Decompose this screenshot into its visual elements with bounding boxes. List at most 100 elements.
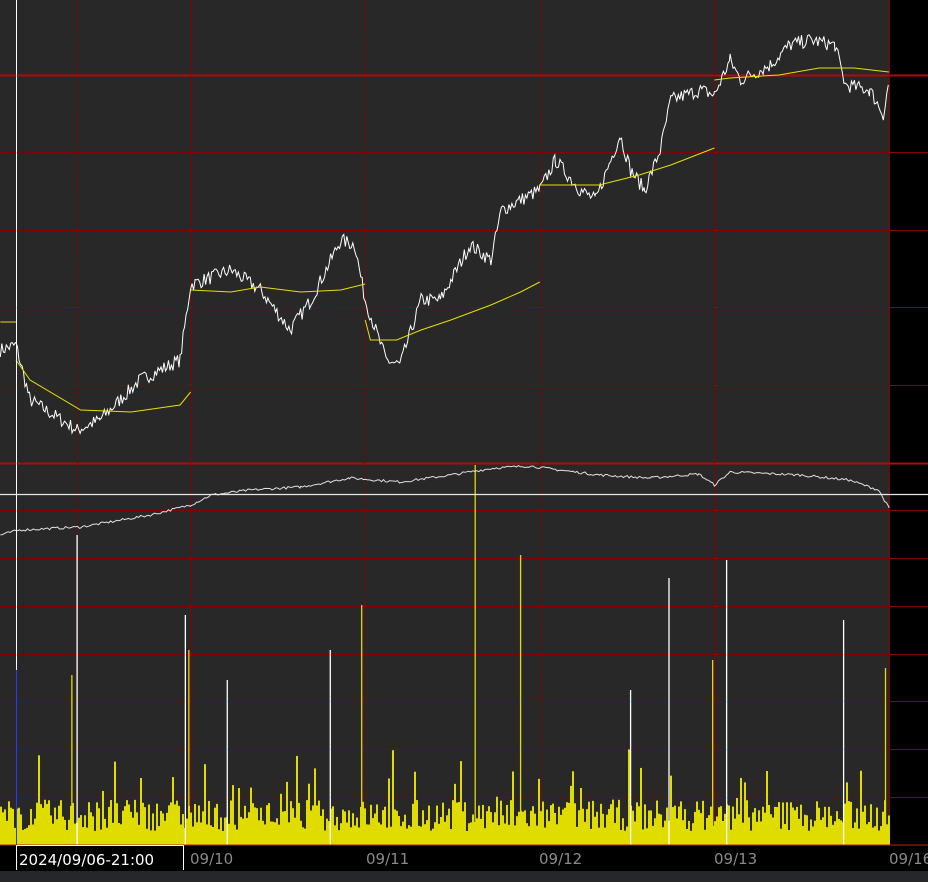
volume-bar [790,802,792,845]
volume-bar [322,809,324,845]
volume-bar [850,801,852,845]
volume-bar [664,820,666,845]
volume-bar [74,823,76,845]
volume-bar [372,818,374,845]
volume-bar [470,822,472,845]
volume-bar [538,778,540,845]
volume-bar [154,830,156,845]
volume-bar [456,802,458,845]
volume-bar [0,806,2,845]
volume-bar [182,814,184,845]
volume-bar [264,824,266,845]
volume-bar [342,809,344,845]
volume-bar [332,806,334,845]
volume-bar [406,828,408,845]
volume-bar [888,815,890,845]
x-tick-label: 09/10 [190,850,234,868]
volume-bar [646,828,648,845]
volume-bar [54,807,56,845]
volume-bar [760,821,762,845]
volume-bar [836,811,838,845]
volume-bar [542,801,544,845]
volume-bar [566,802,568,845]
volume-bar [242,818,244,845]
volume-bar [256,808,258,845]
volume-bar [194,803,196,845]
volume-bar [618,799,620,845]
volume-bar [590,828,592,845]
volume-bar [810,819,812,845]
volume-bar [650,810,652,845]
volume-bar [286,781,288,845]
volume-bar [514,825,516,845]
volume-bar [106,827,108,845]
volume-bar [90,812,92,845]
volume-bar [602,813,604,845]
volume-bar [136,812,138,845]
volume-bar [796,806,798,845]
volume-bar [814,820,816,845]
volume-bar [658,813,660,845]
volume-bar [874,826,876,845]
volume-bar [28,825,30,845]
volume-bar [272,821,274,845]
volume-bar [632,810,634,845]
volume-bar [860,770,862,845]
volume-bar [552,803,554,845]
volume-bar [868,821,870,845]
volume-bar [820,819,822,845]
volume-bar [222,830,224,845]
volume-bar [610,804,612,845]
volume-bars [0,465,890,845]
volume-bar [866,824,868,845]
volume-bar [678,806,680,845]
volume-bar [826,827,828,845]
volume-bar [46,804,48,845]
volume-bar [614,823,616,845]
volume-bar [412,803,414,845]
volume-bar [88,802,90,845]
volume-bar [832,824,834,845]
volume-bar [262,820,264,845]
volume-bar [882,811,884,845]
volume-bar [12,808,14,845]
volume-bar [730,829,732,845]
moving-average-line [539,147,715,186]
volume-bar [872,827,874,845]
volume-bar [876,807,878,845]
volume-bar [276,818,278,845]
volume-bar [34,818,36,845]
volume-bar [20,814,22,845]
volume-bar [220,817,222,845]
cursor-time-label: 2024/09/06-21:00 [16,845,184,870]
volume-bar [670,775,672,845]
volume-bar [304,828,306,845]
volume-bar [6,820,8,845]
volume-bar [96,802,98,845]
volume-bar [414,771,416,845]
volume-bar [662,827,664,845]
volume-bar [198,805,200,845]
volume-bar [758,810,760,845]
volume-bar [400,826,402,845]
volume-bar [740,777,742,845]
volume-bar [738,814,740,845]
series-lines [0,34,890,536]
volume-bar [102,790,104,845]
volume-bar [128,804,130,845]
volume-bar [258,820,260,845]
volume-bar [444,821,446,845]
volume-bar [70,805,72,845]
volume-bar [48,800,50,845]
right-margin [889,0,928,845]
volume-bar [356,817,358,845]
volume-bar [328,821,330,845]
volume-bar [358,827,360,845]
volume-bar [68,819,70,845]
volume-bar [774,806,776,845]
volume-bar [572,771,574,845]
volume-bar [692,823,694,845]
volume-bar [82,827,84,845]
volume-bar [530,810,532,845]
